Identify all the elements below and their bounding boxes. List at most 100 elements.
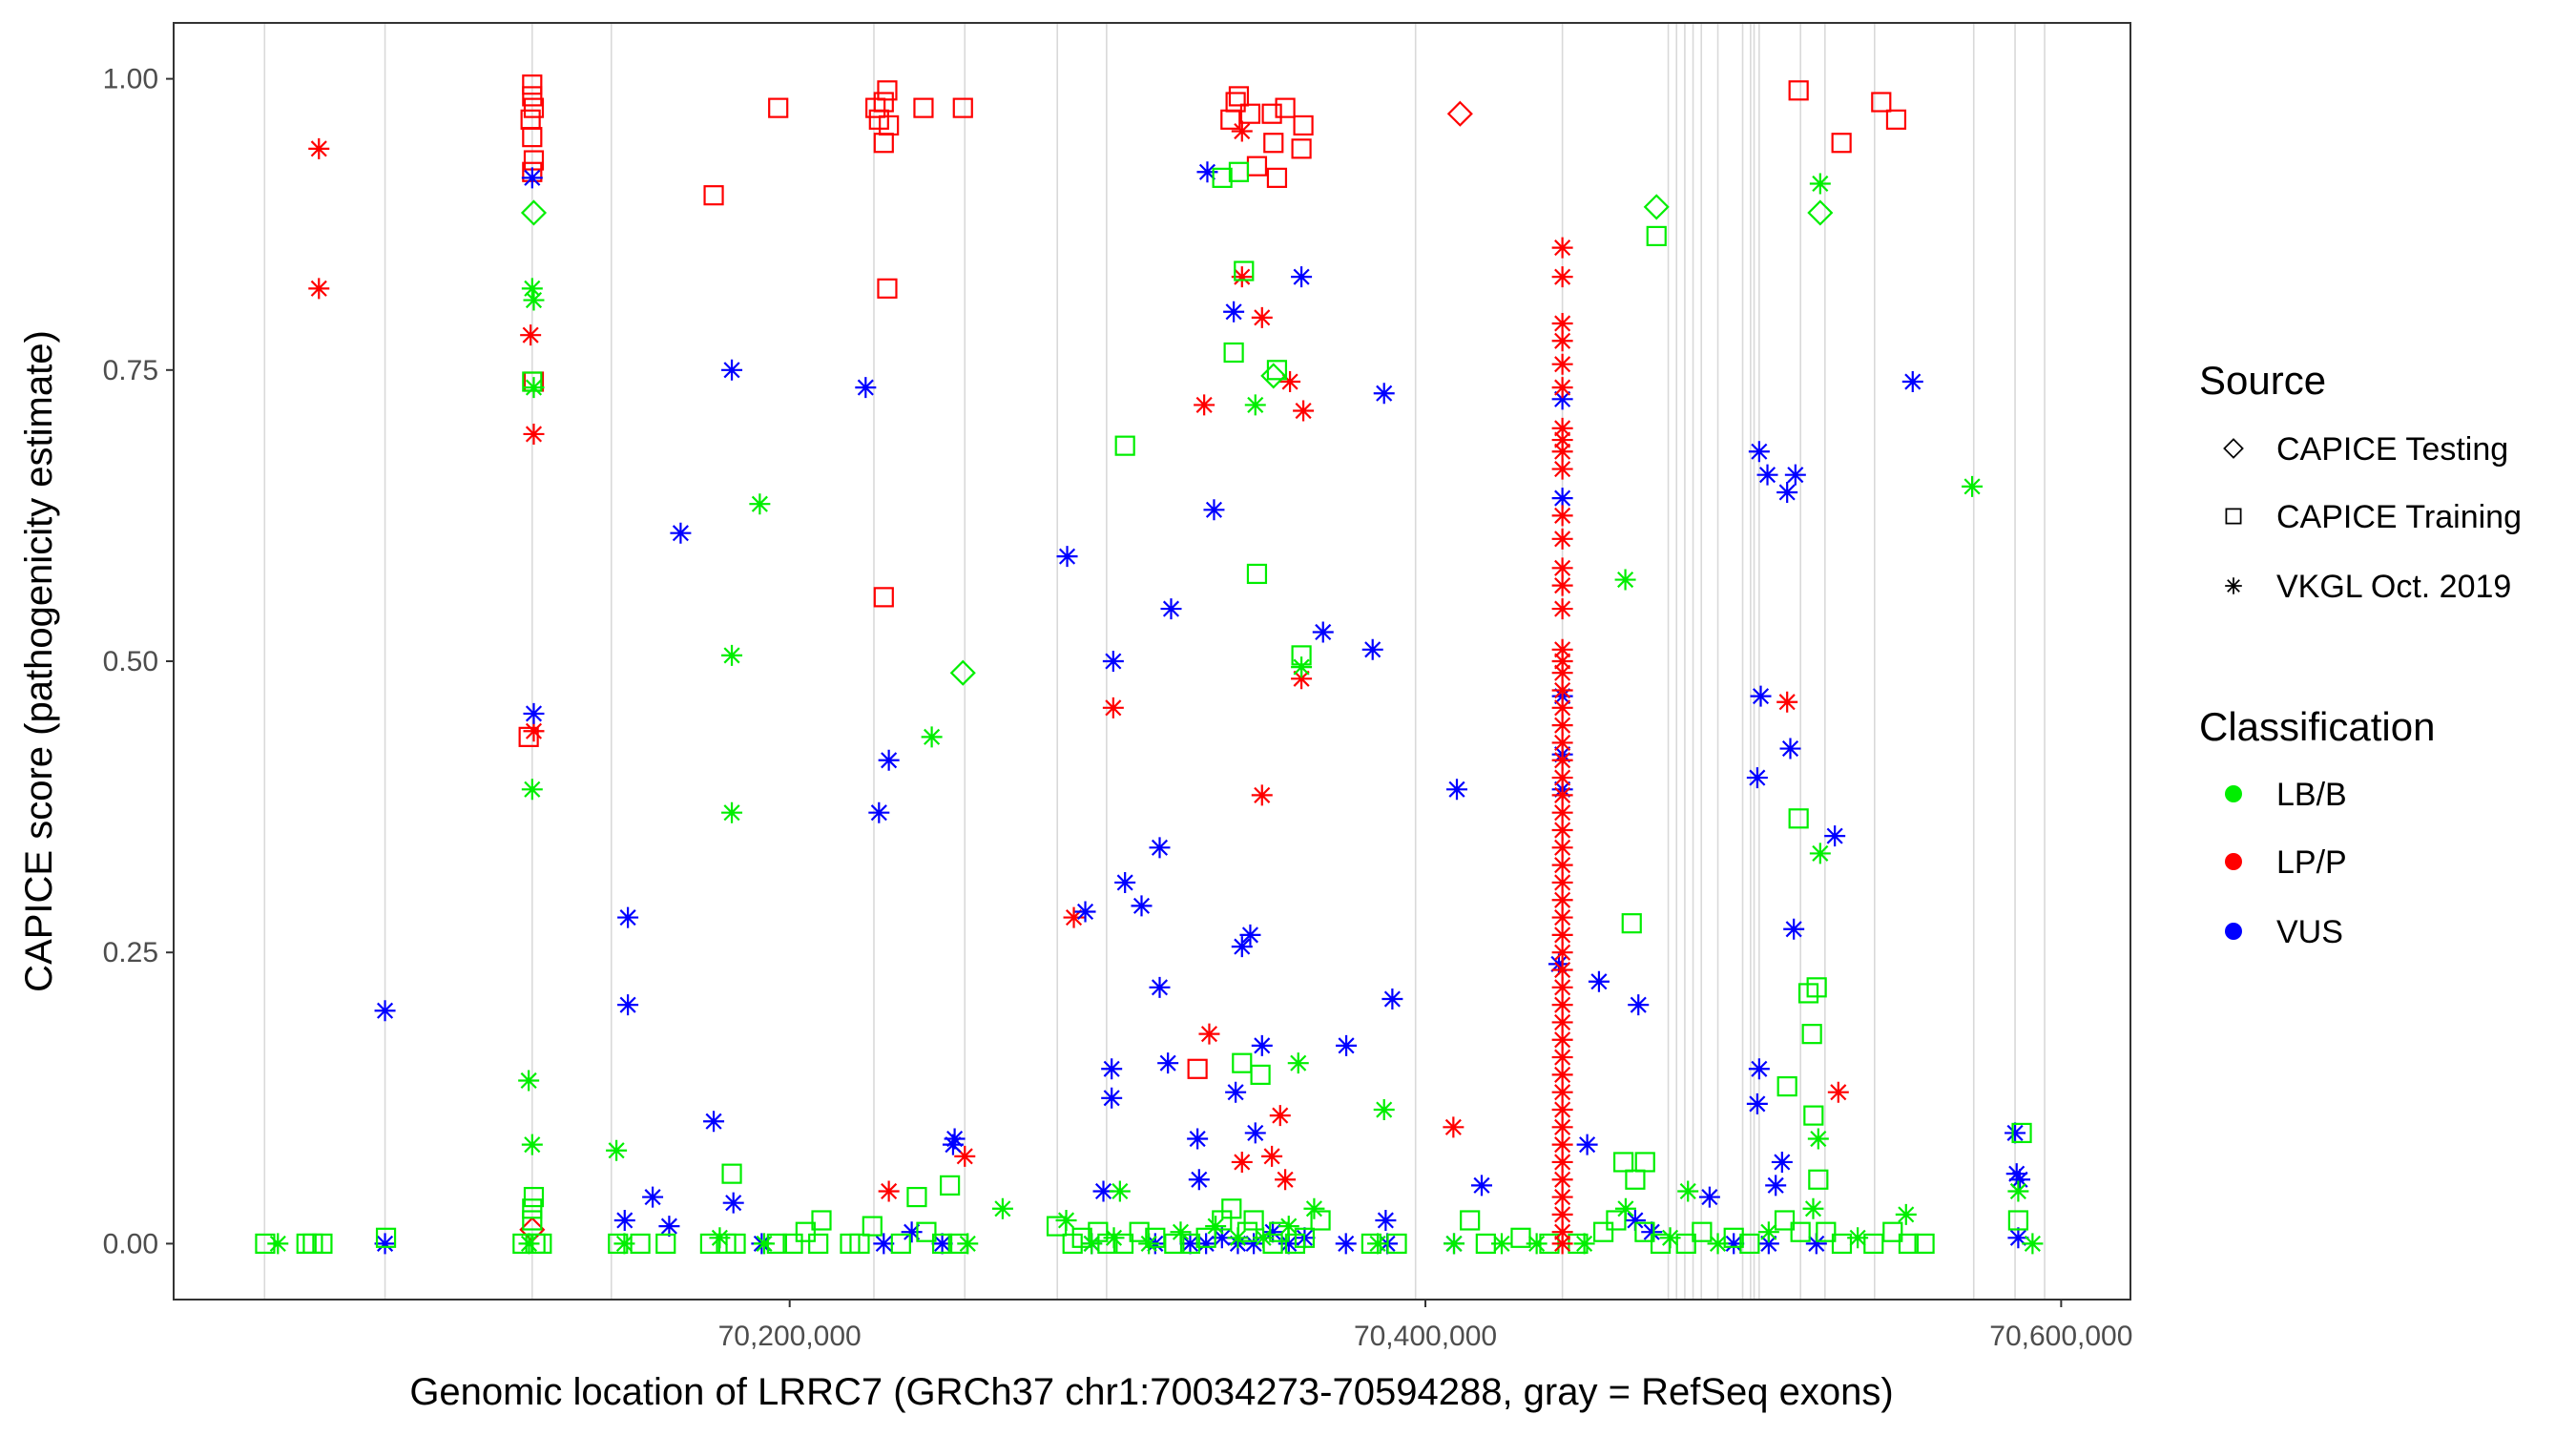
point-lbb-vkgl-asterisk bbox=[1291, 656, 1313, 678]
point-lpp-vkgl-asterisk bbox=[954, 1145, 976, 1167]
x-tick-label: 70,200,000 bbox=[718, 1321, 862, 1352]
point-vus-vkgl-asterisk bbox=[855, 377, 877, 399]
point-vus-vkgl-asterisk bbox=[1746, 767, 1768, 789]
point-lbb-training-square bbox=[1808, 1169, 1829, 1190]
point-lpp-vkgl-asterisk bbox=[1551, 924, 1573, 946]
point-lpp-vkgl-asterisk bbox=[1198, 1023, 1220, 1045]
x-axis: 70,200,000 70,400,000 70,600,000 bbox=[718, 1300, 2132, 1352]
point-lbb-vkgl-asterisk bbox=[1614, 1197, 1636, 1219]
point-lbb-training-square bbox=[782, 1233, 803, 1255]
point-lpp-vkgl-asterisk bbox=[1551, 528, 1573, 550]
point-lpp-vkgl-asterisk bbox=[1551, 697, 1573, 718]
point-vus-vkgl-asterisk bbox=[1239, 924, 1261, 946]
point-vus-vkgl-asterisk bbox=[1149, 837, 1171, 859]
point-lpp-vkgl-asterisk bbox=[1551, 820, 1573, 842]
point-vus-vkgl-asterisk bbox=[617, 906, 639, 928]
point-lpp-vkgl-asterisk bbox=[1551, 1011, 1573, 1033]
x-tick-label: 70,600,000 bbox=[1989, 1321, 2132, 1352]
point-lbb-training-square bbox=[932, 1233, 953, 1255]
point-vus-vkgl-asterisk bbox=[1588, 970, 1610, 992]
point-lpp-training-square bbox=[952, 97, 973, 118]
data-points bbox=[255, 74, 2044, 1255]
point-lbb-vkgl-asterisk bbox=[606, 1139, 628, 1161]
point-vus-vkgl-asterisk bbox=[1471, 1175, 1492, 1197]
point-lbb-training-square bbox=[1129, 1221, 1150, 1242]
legend-class-key-lbb bbox=[2225, 785, 2242, 802]
point-lpp-training-square bbox=[518, 726, 539, 747]
legend-class-label: VUS bbox=[2276, 914, 2343, 950]
point-vus-vkgl-asterisk bbox=[1548, 953, 1569, 975]
point-lpp-vkgl-asterisk bbox=[308, 137, 330, 159]
point-lpp-vkgl-asterisk bbox=[1551, 854, 1573, 876]
x-axis-label: Genomic location of LRRC7 (GRCh37 chr1:7… bbox=[409, 1371, 1893, 1413]
point-lbb-training-square bbox=[522, 1198, 543, 1219]
point-vus-vkgl-asterisk bbox=[1131, 895, 1153, 917]
point-lpp-training-square bbox=[873, 133, 894, 154]
point-lpp-vkgl-asterisk bbox=[308, 278, 330, 300]
point-lpp-vkgl-asterisk bbox=[1551, 784, 1573, 806]
point-lpp-vkgl-asterisk bbox=[1275, 1169, 1297, 1191]
point-vus-vkgl-asterisk bbox=[1765, 1175, 1787, 1197]
point-lbb-vkgl-asterisk bbox=[267, 1233, 289, 1255]
point-lbb-vkgl-asterisk bbox=[1807, 1128, 1829, 1150]
point-lbb-training-square bbox=[1250, 1064, 1271, 1085]
point-vus-vkgl-asterisk bbox=[1698, 1186, 1720, 1208]
point-vus-vkgl-asterisk bbox=[374, 1233, 396, 1255]
point-lpp-training-square bbox=[1871, 92, 1892, 113]
point-lbb-training-square bbox=[1195, 1227, 1216, 1248]
point-lbb-training-square bbox=[1863, 1233, 1884, 1255]
point-vus-vkgl-asterisk bbox=[1291, 266, 1313, 288]
point-lbb-training-square bbox=[655, 1233, 676, 1255]
point-vus-vkgl-asterisk bbox=[1157, 1052, 1179, 1074]
point-lbb-training-square bbox=[375, 1227, 397, 1248]
point-lpp-training-square bbox=[1228, 86, 1250, 107]
point-vus-vkgl-asterisk bbox=[1446, 779, 1468, 801]
point-lbb-training-square bbox=[1898, 1233, 1920, 1255]
point-lbb-training-square bbox=[1646, 225, 1667, 247]
point-lpp-training-square bbox=[913, 97, 934, 118]
point-lbb-vkgl-asterisk bbox=[1055, 1209, 1077, 1231]
point-lbb-training-square bbox=[1228, 161, 1250, 182]
point-lpp-vkgl-asterisk bbox=[1551, 1064, 1573, 1086]
point-lbb-training-square bbox=[1164, 1233, 1185, 1255]
point-lbb-testing-diamond bbox=[1260, 363, 1287, 389]
point-vus-vkgl-asterisk bbox=[1748, 441, 1770, 463]
point-vus-vkgl-asterisk bbox=[1188, 1169, 1210, 1191]
point-lbb-vkgl-asterisk bbox=[1757, 1221, 1779, 1243]
point-lpp-vkgl-asterisk bbox=[1551, 237, 1573, 259]
point-lbb-training-square bbox=[1294, 1227, 1316, 1248]
point-lpp-training-square bbox=[1831, 133, 1852, 154]
point-lpp-training-square bbox=[873, 92, 894, 113]
point-vus-vkgl-asterisk bbox=[1628, 994, 1650, 1016]
point-lbb-training-square bbox=[940, 1175, 961, 1196]
point-lpp-training-square bbox=[1275, 97, 1296, 118]
point-vus-vkgl-asterisk bbox=[1101, 1087, 1123, 1109]
point-lpp-vkgl-asterisk bbox=[1231, 1151, 1253, 1173]
point-lbb-training-square bbox=[1776, 1075, 1797, 1097]
point-lbb-training-square bbox=[1803, 1105, 1824, 1126]
point-lbb-testing-diamond bbox=[1643, 194, 1670, 220]
point-lbb-training-square bbox=[1386, 1233, 1407, 1255]
point-lbb-training-square bbox=[1221, 1198, 1242, 1219]
point-lpp-training-square bbox=[877, 278, 898, 299]
point-lbb-training-square bbox=[1223, 342, 1244, 364]
point-lbb-vkgl-asterisk bbox=[1895, 1203, 1917, 1225]
point-lpp-vkgl-asterisk bbox=[1551, 1116, 1573, 1138]
point-vus-vkgl-asterisk bbox=[2005, 1163, 2027, 1185]
point-lbb-vkgl-asterisk bbox=[1490, 1233, 1512, 1255]
point-lbb-vkgl-asterisk bbox=[1809, 173, 1831, 195]
point-lbb-training-square bbox=[2011, 1122, 2032, 1144]
point-vus-vkgl-asterisk bbox=[1203, 499, 1225, 521]
x-tick-label: 70,400,000 bbox=[1354, 1321, 1497, 1352]
point-lbb-training-square bbox=[721, 1163, 742, 1184]
point-vus-vkgl-asterisk bbox=[1195, 1233, 1217, 1255]
point-lbb-vkgl-asterisk bbox=[1367, 1233, 1389, 1255]
point-lbb-vkgl-asterisk bbox=[523, 289, 545, 311]
point-lpp-vkgl-asterisk bbox=[1551, 1047, 1573, 1069]
point-vus-vkgl-asterisk bbox=[523, 702, 545, 724]
point-lpp-vkgl-asterisk bbox=[1551, 429, 1573, 451]
point-lpp-vkgl-asterisk bbox=[1551, 1221, 1573, 1243]
point-lpp-training-square bbox=[1885, 109, 1907, 130]
point-lpp-vkgl-asterisk bbox=[1551, 679, 1573, 701]
point-vus-vkgl-asterisk bbox=[1114, 871, 1136, 893]
